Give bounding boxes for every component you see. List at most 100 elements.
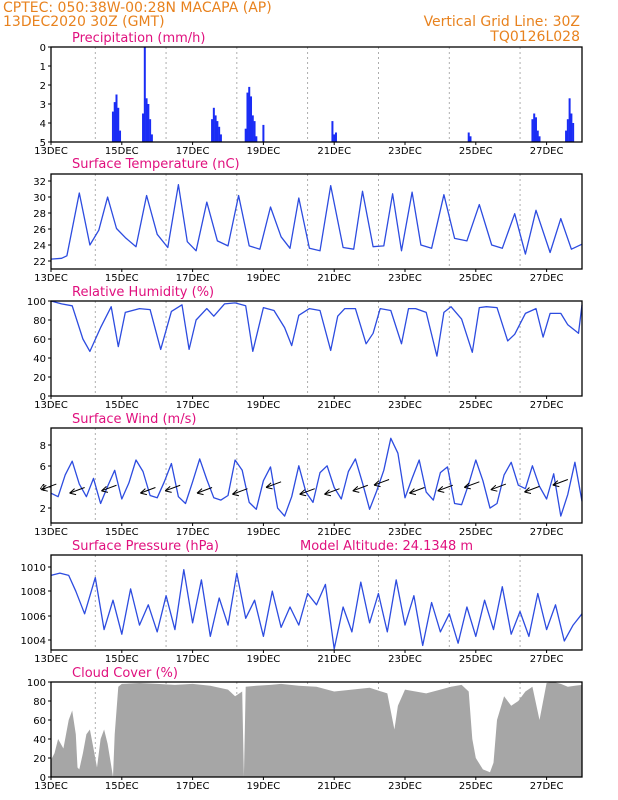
panel-title: Surface Temperature (nC) bbox=[72, 157, 240, 172]
x-tick-label: 23DEC bbox=[388, 146, 422, 157]
precip-bar bbox=[253, 121, 256, 142]
wind-arrowhead bbox=[409, 488, 417, 496]
y-tick-label: 22 bbox=[33, 257, 46, 268]
wind-arrowhead bbox=[196, 488, 204, 496]
x-tick-label: 21DEC bbox=[317, 781, 351, 792]
precip-bar bbox=[331, 121, 334, 142]
wind-arrow bbox=[265, 481, 282, 488]
x-tick-label: 23DEC bbox=[388, 781, 422, 792]
plot-frame bbox=[50, 554, 583, 651]
x-tick-label: 17DEC bbox=[176, 781, 210, 792]
precip-bar bbox=[145, 98, 148, 142]
wind-arrowhead bbox=[265, 482, 273, 490]
panel-title: Surface Wind (m/s) bbox=[72, 412, 196, 427]
wind-arrowhead bbox=[324, 489, 332, 497]
precip-bar bbox=[255, 136, 258, 142]
x-tick-label: 21DEC bbox=[317, 527, 351, 538]
wind-arrowhead bbox=[490, 484, 498, 492]
y-tick-label: 1 bbox=[40, 62, 46, 73]
precip-bar bbox=[538, 136, 541, 142]
y-tick-label: 0 bbox=[40, 392, 46, 403]
plot-frame bbox=[50, 173, 583, 270]
x-tick-label: 19DEC bbox=[247, 400, 281, 411]
series-line bbox=[50, 437, 583, 517]
y-tick-label: 30 bbox=[33, 193, 46, 204]
y-tick-label: 4 bbox=[40, 119, 46, 130]
y-tick-label: 24 bbox=[33, 241, 46, 252]
precip-bar bbox=[568, 98, 571, 142]
x-tick-label: 21DEC bbox=[317, 654, 351, 665]
wind-arrow bbox=[140, 487, 156, 494]
y-tick-label: 100 bbox=[27, 297, 46, 308]
x-tick-label: 27DEC bbox=[530, 273, 564, 284]
y-tick-label: 100 bbox=[27, 678, 46, 689]
wind-arrow bbox=[101, 484, 117, 492]
wind-arrowhead bbox=[164, 485, 172, 493]
precip-bar bbox=[570, 113, 573, 142]
y-tick-label: 20 bbox=[33, 373, 46, 384]
header-code: TQ0126L028 bbox=[489, 29, 580, 45]
x-tick-label: 23DEC bbox=[388, 654, 422, 665]
precip-bar bbox=[214, 115, 217, 142]
precip-bar bbox=[218, 126, 221, 142]
model-altitude-label: Model Altitude: 24.1348 m bbox=[300, 539, 473, 554]
y-tick-label: 6 bbox=[40, 462, 46, 473]
wind-arrow bbox=[409, 487, 425, 494]
panel-2: 22 24 26 28 30 32 13DEC 15DEC 17DEC 19DEC 21DEC 23D… bbox=[33, 157, 583, 284]
cloud-area bbox=[51, 682, 582, 777]
precip-bar bbox=[246, 92, 249, 142]
y-tick-label: 40 bbox=[33, 354, 46, 365]
precip-bar bbox=[565, 130, 568, 142]
panel-3: 0 20 40 60 80 100 13DEC 15DEC 17DEC 19DEC 21DEC 23D… bbox=[27, 285, 583, 411]
precip-bar bbox=[212, 107, 215, 142]
wind-arrowhead bbox=[140, 488, 148, 496]
plot-area bbox=[51, 47, 582, 142]
wind-arrowhead bbox=[352, 485, 360, 493]
x-tick-label: 25DEC bbox=[459, 146, 493, 157]
precip-bar bbox=[149, 119, 152, 142]
wind-arrow bbox=[299, 488, 315, 495]
plot-frame bbox=[50, 46, 583, 143]
precip-bar bbox=[244, 128, 247, 142]
x-tick-label: 19DEC bbox=[247, 527, 281, 538]
precip-bar bbox=[536, 130, 539, 142]
wind-arrow bbox=[164, 484, 181, 492]
wind-arrow bbox=[490, 483, 507, 491]
wind-arrow bbox=[524, 485, 540, 493]
x-tick-label: 17DEC bbox=[176, 654, 210, 665]
wind-arrowhead bbox=[69, 488, 77, 496]
wind-arrowhead bbox=[40, 484, 48, 492]
plot-area bbox=[51, 428, 582, 523]
wind-arrow bbox=[464, 481, 480, 488]
wind-arrowhead bbox=[373, 480, 381, 488]
precip-bar bbox=[334, 132, 337, 142]
x-tick-label: 19DEC bbox=[247, 146, 281, 157]
x-tick-label: 27DEC bbox=[530, 781, 564, 792]
wind-arrowhead bbox=[552, 480, 560, 488]
panel-4: 2 4 6 8 13DEC 15DEC 17DEC 19DEC 21DEC 23DEC 25DEC 2… bbox=[34, 412, 583, 538]
series-line bbox=[50, 300, 583, 357]
y-tick-label: 0 bbox=[40, 773, 46, 784]
precip-bar bbox=[251, 115, 254, 142]
header-date-line: 13DEC2020 30Z (GMT) bbox=[3, 14, 165, 30]
panel-title: Cloud Cover (%) bbox=[72, 666, 178, 681]
precip-bar bbox=[111, 111, 114, 142]
y-tick-label: 1008 bbox=[21, 587, 46, 598]
y-tick-label: 1004 bbox=[21, 636, 46, 647]
panel-title: Surface Pressure (hPa) bbox=[72, 539, 219, 554]
precip-bar bbox=[248, 86, 251, 142]
x-tick-label: 25DEC bbox=[459, 654, 493, 665]
y-tick-label: 2 bbox=[40, 81, 46, 92]
y-tick-label: 28 bbox=[33, 209, 46, 220]
panel-5: 1004 1006 1008 1010 13DEC 15DEC 17DEC 19DEC 21DE… bbox=[21, 539, 583, 665]
wind-arrow bbox=[196, 487, 213, 494]
x-tick-label: 27DEC bbox=[530, 146, 564, 157]
x-tick-label: 27DEC bbox=[530, 400, 564, 411]
x-tick-label: 25DEC bbox=[459, 400, 493, 411]
precip-bar bbox=[469, 136, 472, 142]
x-tick-label: 17DEC bbox=[176, 146, 210, 157]
panel-title: Relative Humidity (%) bbox=[72, 285, 214, 300]
